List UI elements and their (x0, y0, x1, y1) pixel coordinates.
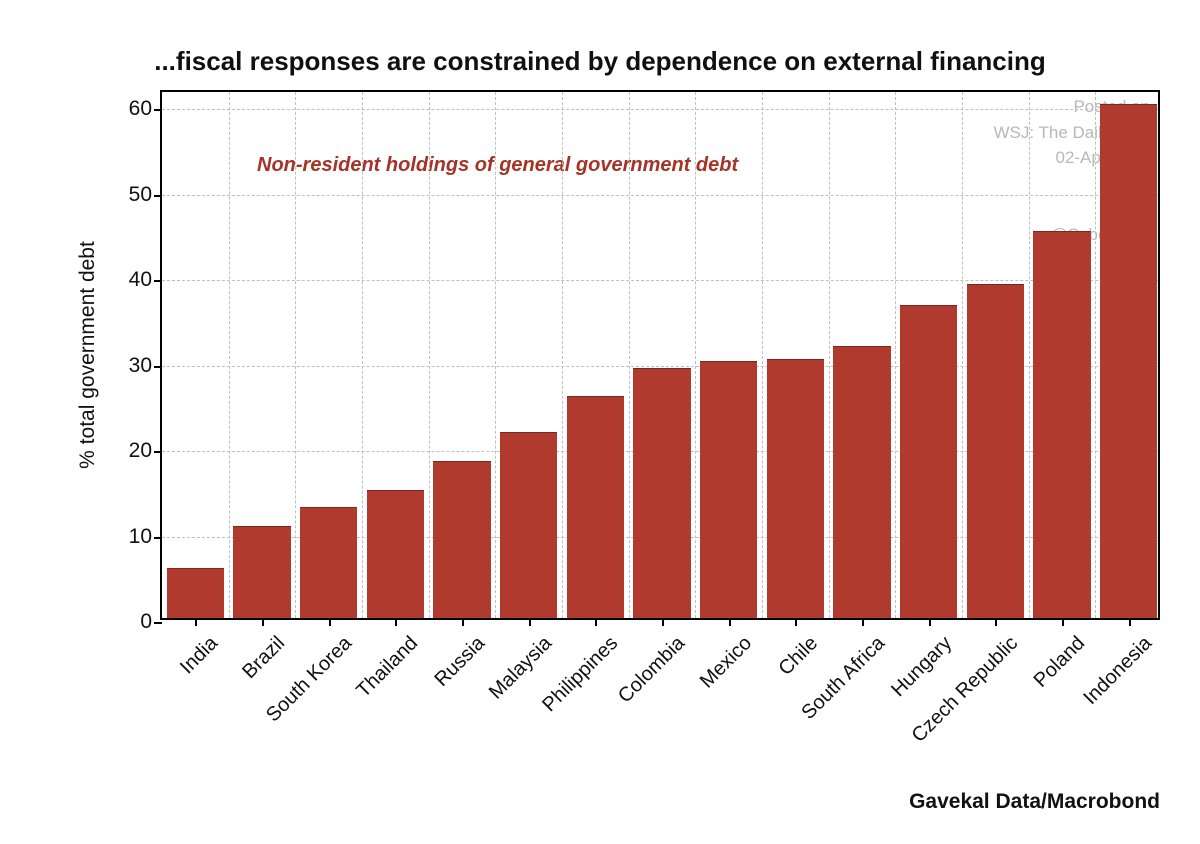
y-tick-mark (154, 537, 162, 539)
bar (500, 432, 557, 619)
bar (900, 305, 957, 618)
plot-area: Non-resident holdings of general governm… (160, 90, 1160, 620)
gridline-vertical (229, 92, 230, 618)
source-attribution: Gavekal Data/Macrobond (909, 790, 1160, 814)
chart-canvas: ...fiscal responses are constrained by d… (0, 0, 1200, 844)
y-tick-mark (154, 622, 162, 624)
bar (567, 396, 624, 618)
gridline-vertical (629, 92, 630, 618)
bar (1100, 104, 1157, 618)
bar (233, 526, 290, 618)
x-tick-label: Thailand (343, 618, 428, 703)
y-tick-mark (154, 280, 162, 282)
x-tick-label: India (166, 618, 227, 679)
chart-title: ...fiscal responses are constrained by d… (0, 46, 1200, 77)
bar (1033, 231, 1090, 618)
x-tick-label: Mexico (686, 618, 761, 693)
bar (767, 359, 824, 618)
y-tick-mark (154, 366, 162, 368)
gridline-vertical (1029, 92, 1030, 618)
gridline-horizontal (162, 195, 1158, 196)
gridline-vertical (762, 92, 763, 618)
gridline-vertical (895, 92, 896, 618)
y-tick-mark (154, 109, 162, 111)
x-tick-label: Indonesia (1069, 618, 1161, 710)
bar (833, 346, 890, 618)
bar (433, 461, 490, 618)
bar (167, 568, 224, 618)
gridline-horizontal (162, 280, 1158, 281)
y-tick-mark (154, 451, 162, 453)
gridline-vertical (295, 92, 296, 618)
y-tick-mark (154, 195, 162, 197)
gridline-vertical (962, 92, 963, 618)
y-axis-title: % total government debt (76, 241, 100, 469)
chart-subtitle: Non-resident holdings of general governm… (257, 154, 738, 177)
bar (700, 361, 757, 618)
gridline-vertical (829, 92, 830, 618)
gridline-horizontal (162, 109, 1158, 110)
x-tick-label: Colombia (604, 618, 694, 708)
gridline-vertical (1095, 92, 1096, 618)
gridline-vertical (429, 92, 430, 618)
bar (367, 490, 424, 618)
gridline-vertical (562, 92, 563, 618)
bar (633, 368, 690, 618)
bar (967, 284, 1024, 618)
gridline-vertical (495, 92, 496, 618)
gridline-vertical (695, 92, 696, 618)
gridline-vertical (362, 92, 363, 618)
bar (300, 507, 357, 618)
